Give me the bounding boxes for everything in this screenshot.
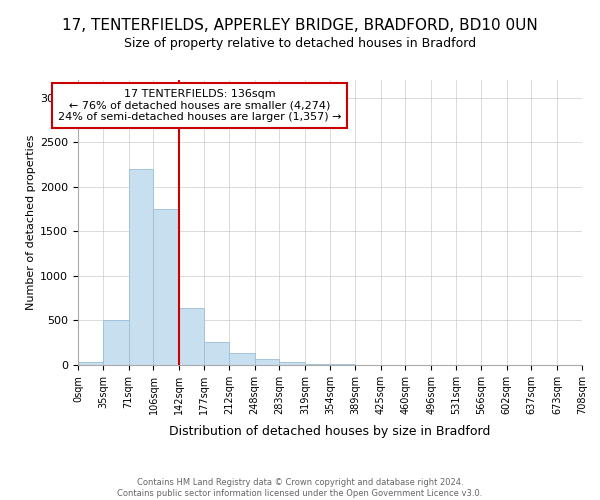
Bar bbox=[229, 354, 254, 365]
Y-axis label: Number of detached properties: Number of detached properties bbox=[26, 135, 36, 310]
Text: 17, TENTERFIELDS, APPERLEY BRIDGE, BRADFORD, BD10 0UN: 17, TENTERFIELDS, APPERLEY BRIDGE, BRADF… bbox=[62, 18, 538, 32]
Bar bbox=[128, 169, 154, 365]
Text: Size of property relative to detached houses in Bradford: Size of property relative to detached ho… bbox=[124, 38, 476, 51]
Bar bbox=[305, 364, 330, 365]
Bar bbox=[204, 342, 229, 365]
Bar bbox=[103, 320, 128, 365]
Bar bbox=[254, 359, 280, 365]
Text: 17 TENTERFIELDS: 136sqm
← 76% of detached houses are smaller (4,274)
24% of semi: 17 TENTERFIELDS: 136sqm ← 76% of detache… bbox=[58, 89, 341, 122]
Bar bbox=[78, 362, 103, 365]
Text: Contains HM Land Registry data © Crown copyright and database right 2024.
Contai: Contains HM Land Registry data © Crown c… bbox=[118, 478, 482, 498]
X-axis label: Distribution of detached houses by size in Bradford: Distribution of detached houses by size … bbox=[169, 425, 491, 438]
Bar bbox=[179, 308, 204, 365]
Bar bbox=[154, 209, 179, 365]
Bar bbox=[280, 362, 305, 365]
Bar bbox=[330, 364, 355, 365]
